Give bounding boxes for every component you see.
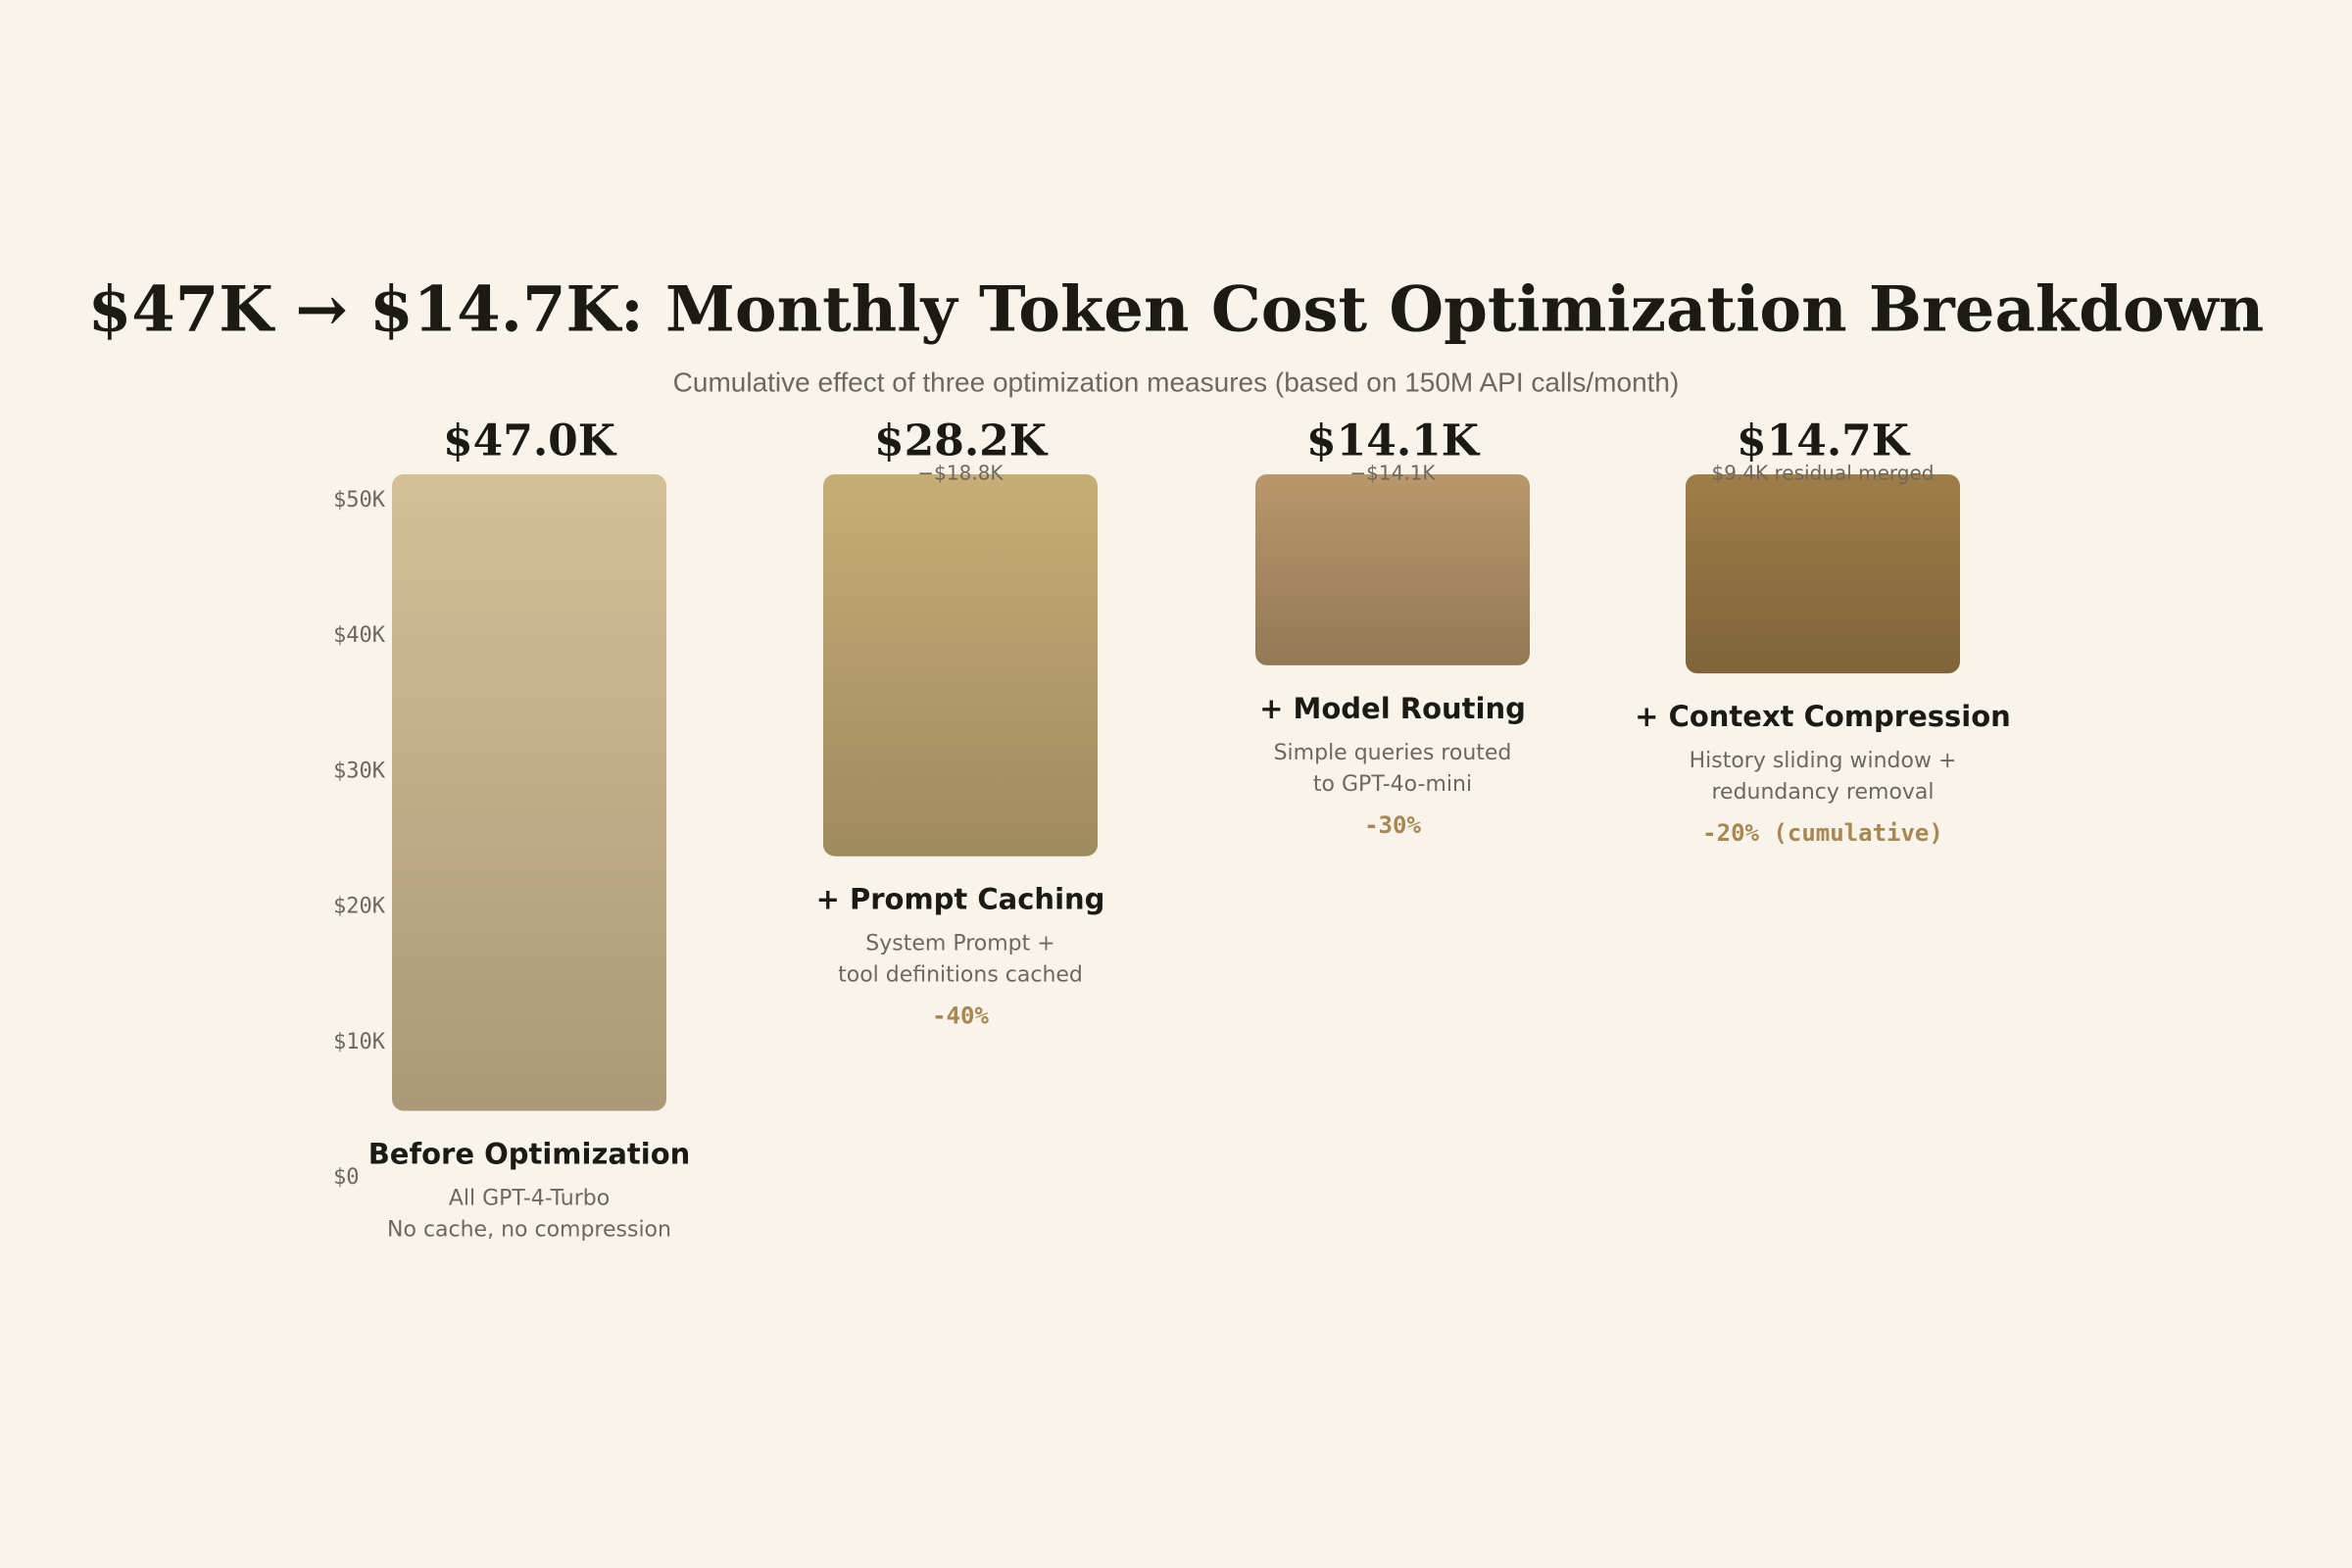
reduction-label: -40%	[932, 1003, 989, 1030]
y-tick-label: $20K	[333, 895, 386, 919]
description: All GPT-4-Turbo	[449, 1187, 610, 1211]
chart-title: $47K → $14.7K: Monthly Token Cost Optimi…	[88, 273, 2265, 347]
delta-label: $9.4K residual merged	[1712, 462, 1935, 485]
description: redundancy removal	[1711, 780, 1934, 805]
reduction-label: -20% (cumulative)	[1702, 819, 1943, 847]
description: History sliding window +	[1690, 749, 1957, 773]
description: tool definitions cached	[838, 963, 1083, 988]
y-tick-label: $10K	[333, 1030, 386, 1054]
reduction-label: -30%	[1364, 811, 1421, 839]
value-label: $28.2K	[874, 416, 1049, 466]
category-label: + Model Routing	[1259, 692, 1526, 725]
bar-shade	[1686, 474, 1960, 674]
y-tick-label: $40K	[333, 623, 386, 648]
category-label: Before Optimization	[368, 1138, 691, 1171]
value-label: $47.0K	[443, 416, 617, 466]
delta-label: −$18.8K	[917, 462, 1004, 485]
description: No cache, no compression	[387, 1218, 671, 1243]
value-label: $14.1K	[1306, 416, 1481, 466]
description: to GPT-4o-mini	[1313, 772, 1472, 797]
y-tick-label: $50K	[333, 488, 386, 513]
bar-shade	[392, 474, 666, 1111]
y-tick-label: $30K	[333, 759, 386, 783]
value-label: $14.7K	[1737, 416, 1911, 466]
description: Simple queries routed	[1274, 741, 1512, 765]
delta-label: −$14.1K	[1349, 462, 1436, 485]
bar-shade	[823, 474, 1098, 857]
chart-subtitle: Cumulative effect of three optimization …	[673, 367, 1680, 397]
bar-shade	[1255, 474, 1530, 665]
category-label: + Context Compression	[1635, 700, 2011, 733]
description: System Prompt +	[865, 932, 1054, 956]
category-label: + Prompt Caching	[816, 883, 1105, 916]
y-tick-label: $0	[333, 1165, 360, 1190]
